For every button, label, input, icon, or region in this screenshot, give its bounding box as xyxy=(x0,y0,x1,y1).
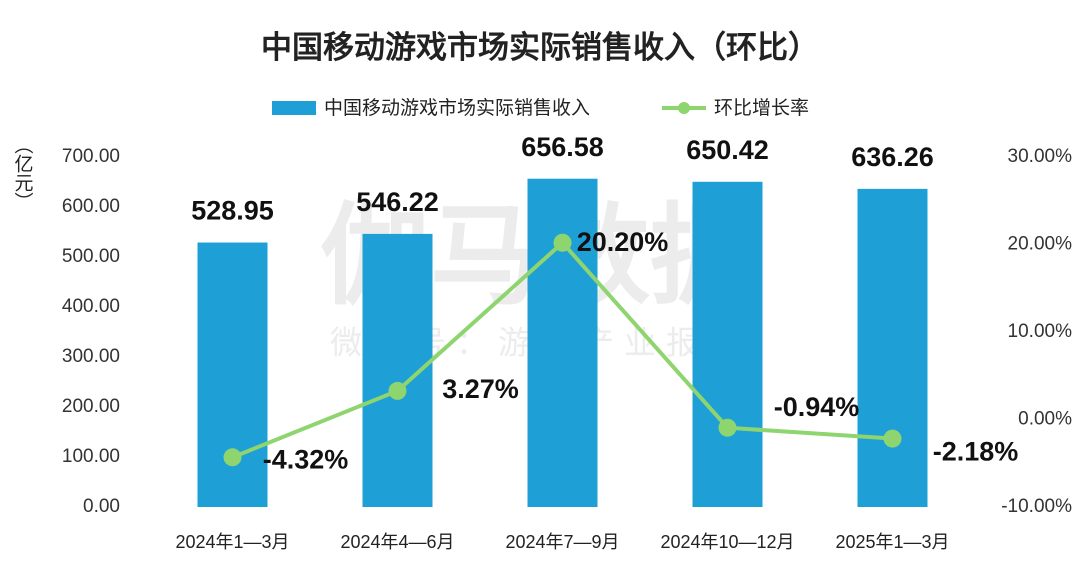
y-tick-label: 600.00 xyxy=(62,196,120,217)
y-axis-label: （亿元） xyxy=(12,135,34,211)
y2-tick-label: 20.00% xyxy=(1008,234,1073,255)
data-label: 3.27% xyxy=(442,374,519,404)
bar xyxy=(527,178,598,507)
line-point xyxy=(388,381,407,400)
y-tick-label: 300.00 xyxy=(62,346,120,367)
bar xyxy=(197,242,268,507)
line-point xyxy=(718,418,737,437)
x-tick-label: 2024年10—12月 xyxy=(660,532,794,552)
data-label: 636.26 xyxy=(851,142,934,172)
legend-swatch xyxy=(272,101,316,115)
data-label: -4.32% xyxy=(263,444,349,474)
data-label: 528.95 xyxy=(191,196,274,226)
x-tick-label: 2024年1—3月 xyxy=(175,532,289,552)
y-tick-label: 200.00 xyxy=(62,396,120,417)
y2-tick-label: 10.00% xyxy=(1008,321,1073,342)
y-tick-label: 100.00 xyxy=(62,446,120,467)
legend-label: 中国移动游戏市场实际销售收入 xyxy=(324,97,590,119)
data-label: 656.58 xyxy=(521,132,604,162)
data-label: -0.94% xyxy=(774,392,860,422)
y-tick-label: 500.00 xyxy=(62,246,120,267)
bar xyxy=(692,181,763,508)
data-label: 20.20% xyxy=(577,227,669,257)
y-tick-label: 400.00 xyxy=(62,296,120,317)
legend-label: 环比增长率 xyxy=(714,97,809,119)
x-tick-label: 2024年4—6月 xyxy=(340,532,454,552)
line-point xyxy=(553,233,572,252)
y2-tick-label: 0.00% xyxy=(1018,409,1072,430)
y-tick-label: 700.00 xyxy=(62,146,120,167)
x-tick-label: 2024年7—9月 xyxy=(505,532,619,552)
chart-title: 中国移动游戏市场实际销售收入（环比） xyxy=(261,30,819,65)
y2-tick-label: 30.00% xyxy=(1008,146,1073,167)
line-point xyxy=(883,429,902,448)
line-point xyxy=(223,448,242,467)
y2-tick-label: -10.00% xyxy=(1001,496,1072,517)
bar xyxy=(857,188,928,507)
data-label: -2.18% xyxy=(933,437,1019,467)
data-label: 546.22 xyxy=(356,187,439,217)
data-label: 650.42 xyxy=(686,135,769,165)
legend-swatch xyxy=(678,102,690,114)
x-tick-label: 2025年1—3月 xyxy=(835,532,949,552)
y-tick-label: 0.00 xyxy=(83,496,120,517)
